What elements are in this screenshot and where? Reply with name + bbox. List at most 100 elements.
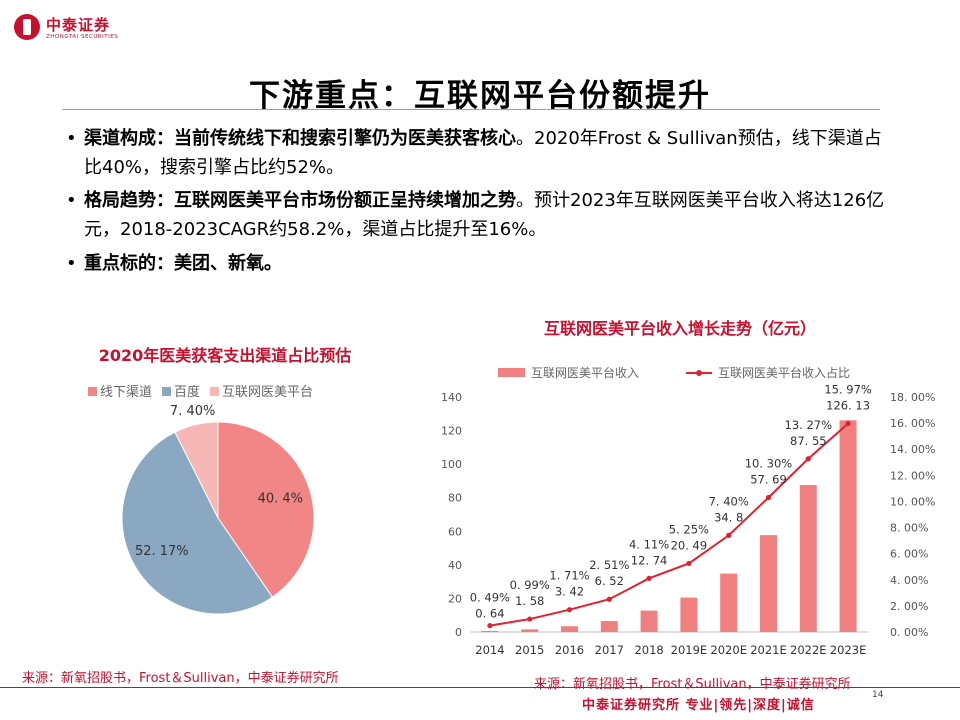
line-point-2023E bbox=[845, 420, 851, 427]
legend-swatch-2 bbox=[210, 387, 219, 396]
y-tick-label: 20 bbox=[448, 592, 462, 605]
line-data-label: 4. 11% bbox=[629, 537, 669, 551]
x-tick-label: 2018 bbox=[634, 643, 663, 657]
bullet-dot: • bbox=[66, 128, 77, 149]
y-tick-label: 0 bbox=[455, 626, 462, 639]
combo-labels: 0. 49% 0. 64 0. 99% 1. 58 1. 71% 3. 42 2. 51% 6… bbox=[470, 383, 872, 621]
y-tick-label: 40 bbox=[448, 559, 462, 572]
bar-line-chart: 互联网医美平台收入 互联网医美平台收入占比 0 20 40 60 80 100 120 140 0… bbox=[441, 365, 935, 657]
line-point-2017 bbox=[606, 596, 612, 602]
y2-tick-label: 12. 00% bbox=[890, 469, 935, 482]
bar-data-label: 3. 42 bbox=[555, 585, 584, 599]
y2-tick-label: 18. 00% bbox=[890, 391, 935, 404]
y2-tick-label: 4. 00% bbox=[890, 574, 928, 587]
page-title: 下游重点：互联网平台份额提升 bbox=[249, 78, 711, 114]
y-tick-label: 140 bbox=[441, 391, 462, 404]
y2-tick-label: 0. 00% bbox=[890, 626, 928, 639]
line-point-2022E bbox=[805, 456, 811, 462]
x-tick-label: 2014 bbox=[475, 643, 504, 657]
pie-chart-title: 2020年医美获客支出渠道占比预估 bbox=[98, 346, 352, 365]
pie-legend: 线下渠道 百度 互联网医美平台 bbox=[88, 384, 313, 400]
pie-source-note: 来源：新氧招股书，Frost＆Sullivan，中泰证券研究所 bbox=[22, 671, 339, 686]
bar-2016 bbox=[561, 626, 578, 632]
x-tick-label: 2015 bbox=[515, 643, 544, 657]
combo-bars bbox=[481, 420, 857, 632]
line-data-label: 0. 49% bbox=[470, 591, 510, 605]
x-tick-label: 2021E bbox=[750, 643, 787, 657]
y-tick-label: 80 bbox=[448, 492, 462, 505]
y-tick-label: 100 bbox=[441, 458, 462, 471]
line-point-2021E bbox=[765, 494, 772, 501]
pie-slices bbox=[121, 421, 315, 615]
bar-2020E bbox=[720, 573, 738, 632]
bar-2019E bbox=[680, 597, 698, 632]
bullet-text: 。预计2023年互联网医美平台收入将达126亿元，2018-2023CAGR约5… bbox=[84, 190, 885, 240]
pie-slice-1 bbox=[121, 431, 274, 615]
bar-2023E bbox=[839, 420, 857, 632]
bar-2022E bbox=[799, 485, 817, 632]
bar-2017 bbox=[600, 621, 618, 632]
bar-data-label: 1. 58 bbox=[515, 594, 544, 608]
y2-tick-label: 14. 00% bbox=[890, 443, 935, 456]
bar-data-label: 12. 74 bbox=[631, 553, 668, 567]
line-point-2014 bbox=[487, 623, 493, 629]
line-point-2019E bbox=[686, 560, 692, 567]
legend-label-line: 互联网医美平台收入占比 bbox=[718, 365, 850, 380]
y-tick-label: 120 bbox=[441, 425, 462, 438]
bar-chart-title: 互联网医美平台收入增长走势（亿元） bbox=[543, 319, 816, 338]
line-point-2020E bbox=[726, 532, 732, 538]
pie-slice-0 bbox=[217, 421, 315, 598]
bullet-dot: • bbox=[66, 190, 77, 211]
y2-tick-label: 10. 00% bbox=[890, 495, 935, 508]
bullet-bold: 重点标的：美团、新氧。 bbox=[84, 253, 282, 274]
legend-label-0: 线下渠道 bbox=[100, 385, 152, 400]
line-data-label: 15. 97% bbox=[824, 383, 872, 397]
bar-data-label: 0. 64 bbox=[475, 607, 504, 621]
bar-2014 bbox=[481, 630, 499, 632]
y-tick-label: 60 bbox=[448, 525, 462, 538]
pie-labels: 40. 4% 52. 17% 7. 40% bbox=[135, 404, 303, 559]
line-data-label: 0. 99% bbox=[510, 578, 550, 592]
bar-data-label: 87. 55 bbox=[790, 434, 827, 448]
x-tick-label: 2020E bbox=[710, 643, 747, 657]
pie-data-label-2: 7. 40% bbox=[170, 404, 215, 419]
x-tick-label: 2019E bbox=[671, 643, 708, 657]
combo-line bbox=[487, 420, 851, 629]
line-data-label: 2. 51% bbox=[589, 558, 629, 572]
y2-tick-label: 8. 00% bbox=[890, 522, 928, 535]
bar-data-label: 34. 8 bbox=[714, 510, 743, 524]
line-point-2015 bbox=[527, 616, 533, 622]
bullet-text: 。2020年Frost & Sullivan预估，线下渠道占比40%，搜索引擎占… bbox=[84, 128, 882, 178]
page-number: 14 bbox=[872, 690, 884, 700]
x-tick-label: 2022E bbox=[790, 643, 827, 657]
footer-divider bbox=[0, 687, 960, 688]
legend-swatch-1 bbox=[162, 387, 171, 396]
bar-data-label: 126. 13 bbox=[826, 399, 870, 413]
x-tick-label: 2017 bbox=[595, 643, 624, 657]
pie-slice-2 bbox=[174, 421, 219, 519]
bar-2015 bbox=[521, 629, 539, 632]
line-data-label: 13. 27% bbox=[785, 418, 833, 432]
y2-tick-label: 6. 00% bbox=[890, 548, 928, 561]
bar-data-label: 57. 69 bbox=[750, 473, 787, 487]
bar-data-label: 6. 52 bbox=[595, 574, 624, 588]
combo-axes: 0 20 40 60 80 100 120 140 0. 00% 2. 00% 4. 00% 6. 0… bbox=[441, 391, 935, 657]
pie-chart: 线下渠道 百度 互联网医美平台 40. 4% 52. 17% 7. 40% bbox=[88, 384, 315, 615]
pie-data-label-1: 52. 17% bbox=[135, 544, 189, 559]
bullet-bold: 格局趋势：互联网医美平台市场份额正呈持续增加之势 bbox=[84, 190, 516, 211]
legend-label-2: 互联网医美平台 bbox=[222, 385, 313, 400]
logo-icon bbox=[14, 14, 40, 40]
combo-legend: 互联网医美平台收入 互联网医美平台收入占比 bbox=[498, 365, 850, 380]
x-tick-label: 2023E bbox=[830, 643, 867, 657]
legend-marker-line bbox=[696, 370, 702, 376]
logo-subtext: ZHONGTAI SECURITIES bbox=[46, 34, 119, 40]
legend-swatch-bar bbox=[498, 368, 525, 377]
pie-data-label-0: 40. 4% bbox=[258, 492, 303, 507]
line-data-label: 5. 25% bbox=[669, 522, 709, 536]
line-data-label: 1. 71% bbox=[549, 569, 589, 583]
footer-slogan: 中泰证券研究所 专业|领先|深度|诚信 bbox=[582, 698, 815, 713]
legend-label-1: 百度 bbox=[174, 384, 200, 400]
bar-source-note: 来源：新氧招股书，Frost＆Sullivan，中泰证券研究所 bbox=[534, 677, 851, 692]
share-line bbox=[489, 422, 849, 627]
bar-data-label: 20. 49 bbox=[671, 538, 708, 552]
